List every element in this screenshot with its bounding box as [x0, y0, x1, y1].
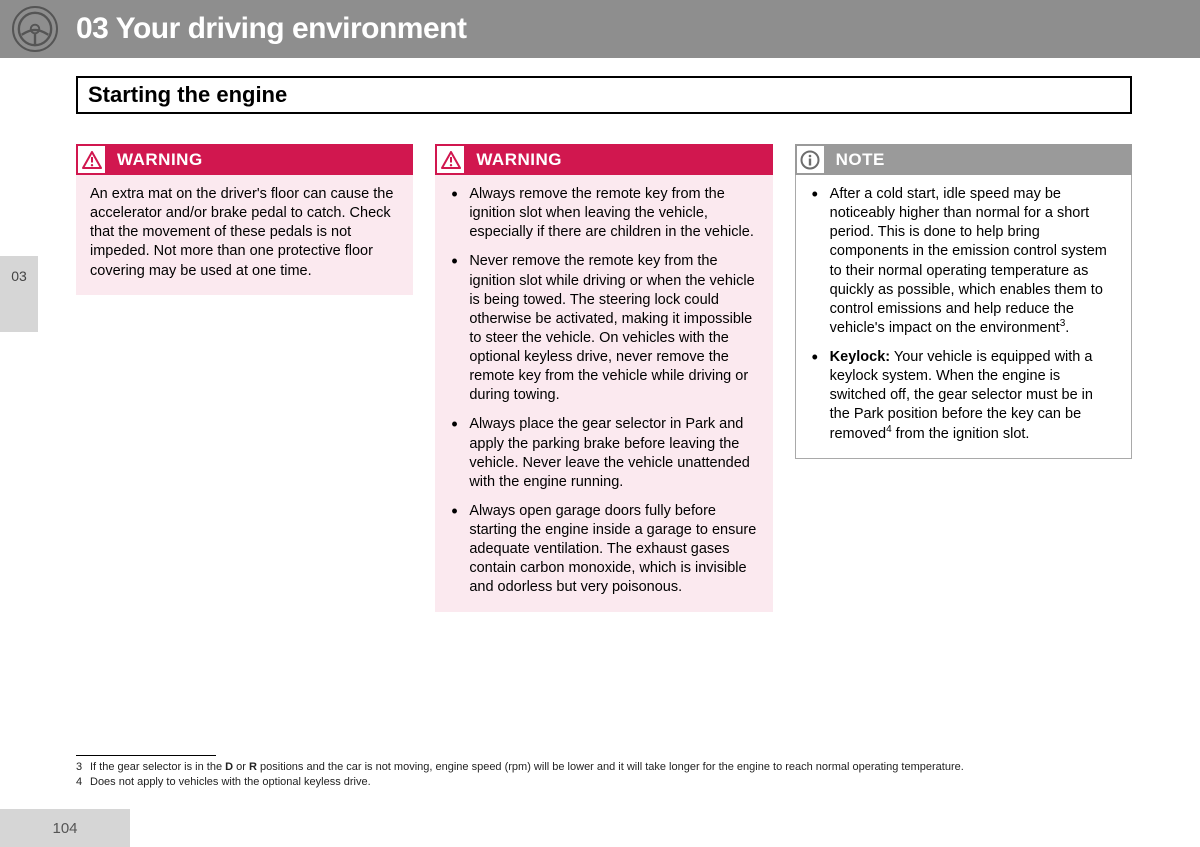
note-bold: Keylock: — [830, 349, 890, 365]
chapter-title: 03 Your driving environment — [76, 12, 466, 46]
footnote-text: If the gear selector is in the D or R po… — [90, 760, 964, 774]
callout-header: WARNING — [76, 144, 413, 175]
column-2: WARNING Always remove the remote key fro… — [435, 144, 772, 612]
callout-header: NOTE — [795, 144, 1132, 175]
callout-body: An extra mat on the driver's floor can c… — [76, 175, 413, 295]
callout-title: WARNING — [466, 144, 772, 175]
callout-body: After a cold start, idle speed may be no… — [795, 175, 1132, 459]
footnote-number: 4 — [76, 775, 90, 789]
callout-title: NOTE — [826, 144, 1132, 175]
note-callout: NOTE After a cold start, idle speed may … — [795, 144, 1132, 459]
chapter-tab: 03 — [0, 256, 38, 332]
warning-triangle-icon — [435, 144, 466, 175]
section-title: Starting the engine — [88, 82, 1120, 108]
callout-body: Always remove the remote key from the ig… — [435, 175, 772, 612]
footnote-text: Does not apply to vehicles with the opti… — [90, 775, 371, 789]
note-text: . — [1065, 320, 1069, 336]
footnote-number: 3 — [76, 760, 90, 774]
warning-item: Never remove the remote key from the ign… — [449, 252, 758, 405]
footnote-rule — [76, 755, 216, 756]
note-item: After a cold start, idle speed may be no… — [810, 185, 1117, 338]
callout-header: WARNING — [435, 144, 772, 175]
column-1: WARNING An extra mat on the driver's flo… — [76, 144, 413, 612]
warning-item: Always open garage doors fully before st… — [449, 502, 758, 598]
note-text: After a cold start, idle speed may be no… — [830, 186, 1107, 336]
warning-item: Always remove the remote key from the ig… — [449, 185, 758, 242]
callout-title: WARNING — [107, 144, 413, 175]
page-number: 104 — [0, 809, 130, 847]
note-text: from the ignition slot. — [892, 426, 1030, 442]
content-columns: WARNING An extra mat on the driver's flo… — [76, 144, 1132, 612]
warning-callout-2: WARNING Always remove the remote key fro… — [435, 144, 772, 612]
warning-triangle-icon — [76, 144, 107, 175]
footnote-3: 3 If the gear selector is in the D or R … — [76, 760, 1132, 774]
section-title-box: Starting the engine — [76, 76, 1132, 114]
note-item: Keylock: Your vehicle is equipped with a… — [810, 348, 1117, 444]
footnote-4: 4 Does not apply to vehicles with the op… — [76, 775, 1132, 789]
warning-callout-1: WARNING An extra mat on the driver's flo… — [76, 144, 413, 295]
footnotes: 3 If the gear selector is in the D or R … — [76, 755, 1132, 789]
info-icon — [795, 144, 826, 175]
warning-item: Always place the gear selector in Park a… — [449, 415, 758, 492]
chapter-header: 03 Your driving environment — [0, 0, 1200, 58]
column-3: NOTE After a cold start, idle speed may … — [795, 144, 1132, 612]
steering-wheel-icon — [12, 6, 58, 52]
